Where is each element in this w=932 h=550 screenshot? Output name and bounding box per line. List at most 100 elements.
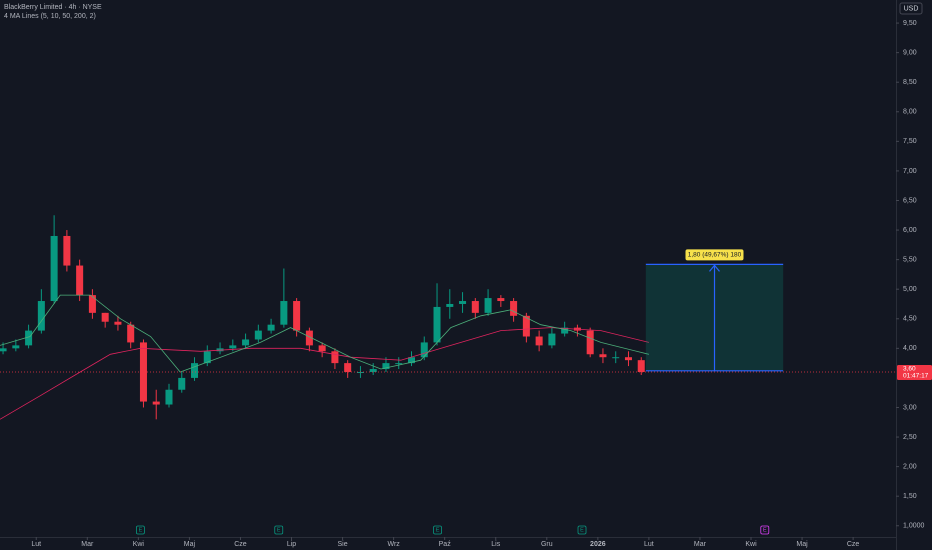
- candle-body: [407, 357, 416, 364]
- candle-body: [305, 330, 313, 346]
- candle-body: [612, 357, 620, 359]
- ma-line: [0, 294, 649, 373]
- y-tick-label: 1,0000: [903, 523, 925, 530]
- candle-body: [510, 301, 518, 316]
- candle-body: [203, 351, 211, 364]
- y-tick-label: 4,00: [903, 345, 917, 352]
- last-price-label: 3,60: [903, 366, 916, 373]
- earnings-label: E: [580, 528, 584, 534]
- y-tick-label: 6,00: [903, 227, 917, 234]
- candle-body: [395, 363, 403, 365]
- x-tick-label: Lis: [491, 541, 500, 548]
- candle-body: [459, 301, 467, 304]
- y-tick-label: 3,00: [903, 404, 917, 411]
- candle-body: [535, 336, 543, 346]
- last-price-box: [897, 364, 932, 380]
- candle-body: [522, 315, 530, 337]
- x-tick-label: Sie: [338, 541, 348, 548]
- earnings-marker[interactable]: [433, 525, 442, 535]
- candle-body: [114, 321, 122, 325]
- earnings-marker[interactable]: [274, 525, 284, 535]
- countdown-label: 01:47:17: [903, 373, 929, 380]
- candle-body: [76, 265, 84, 296]
- y-tick-label: 6,50: [903, 197, 917, 204]
- y-tick-label: 7,00: [903, 168, 917, 175]
- candle-body: [497, 298, 505, 302]
- position-arrow-head: [709, 264, 720, 272]
- candle-body: [599, 354, 607, 358]
- candle-body: [382, 363, 390, 370]
- earnings-marker[interactable]: [135, 525, 145, 535]
- candle-body: [446, 303, 454, 307]
- y-tick-label: 9,00: [903, 49, 917, 56]
- candle-body: [318, 345, 326, 352]
- candle-body: [586, 330, 594, 355]
- candle-body: [178, 377, 186, 390]
- candle-body: [637, 360, 645, 372]
- candle-body: [63, 235, 71, 266]
- candle-body: [165, 389, 173, 405]
- candle-body: [254, 330, 262, 340]
- currency-label: USD: [904, 5, 919, 12]
- candle-body: [267, 324, 275, 331]
- candle-body: [139, 342, 147, 402]
- earnings-label: E: [139, 528, 143, 534]
- indicator-label: 4 MA Lines (5, 10, 50, 200, 2): [4, 13, 96, 20]
- candle-body: [50, 235, 58, 302]
- candle-body: [484, 298, 492, 313]
- earnings-label: E: [436, 528, 440, 534]
- candle-body: [356, 371, 364, 373]
- candle-body: [293, 301, 301, 331]
- candle-body: [191, 363, 199, 378]
- x-tick-label: Lip: [287, 541, 296, 548]
- x-tick-label: Wrz: [387, 541, 400, 548]
- currency-box[interactable]: [899, 2, 923, 15]
- candle-body: [433, 306, 441, 343]
- candle-body: [127, 324, 135, 343]
- candle-body: [37, 301, 45, 331]
- candle-body: [25, 330, 33, 346]
- candle-body: [12, 345, 20, 349]
- plot: 1,80 (49,67%) 180: [0, 215, 784, 420]
- y-tick-label: 9,50: [903, 20, 917, 27]
- candle-body: [229, 345, 237, 349]
- candle-body: [152, 401, 160, 405]
- candle-body: [344, 363, 352, 372]
- position-label: 1,80 (49,67%) 180: [688, 252, 742, 259]
- candle-body: [331, 351, 339, 364]
- candle-body: [0, 348, 7, 352]
- y-tick-label: 2,00: [903, 463, 917, 470]
- candle-body: [561, 327, 569, 334]
- candle-body: [242, 339, 250, 346]
- earnings-marker[interactable]: [577, 525, 587, 535]
- candle-body: [369, 369, 377, 372]
- y-tick-label: 4,50: [903, 316, 917, 323]
- x-tick-label: Lut: [644, 541, 654, 548]
- candle-body: [280, 301, 288, 325]
- x-tick-label: Cze: [234, 541, 247, 548]
- x-tick-label: Maj: [184, 541, 196, 548]
- ma-line: [0, 327, 649, 420]
- y-tick-label: 5,50: [903, 256, 917, 263]
- y-tick-label: 8,00: [903, 109, 917, 116]
- x-tick-label: Lut: [31, 541, 41, 548]
- x-tick-label: Kwi: [133, 541, 145, 548]
- y-tick-label: 1,50: [903, 493, 917, 500]
- x-tick-label: Paź: [439, 541, 452, 548]
- candle-body: [624, 357, 632, 361]
- x-tick-label: Maj: [796, 541, 808, 548]
- y-tick-label: 8,50: [903, 79, 917, 86]
- candle-body: [101, 312, 109, 322]
- chart-title: BlackBerry Limited · 4h · NYSE: [4, 4, 102, 11]
- y-tick-label: 2,50: [903, 434, 917, 441]
- earnings-label: E: [763, 528, 767, 534]
- x-tick-label: Mar: [694, 541, 707, 548]
- x-tick-label: Gru: [541, 541, 553, 548]
- y-tick-label: 7,50: [903, 138, 917, 145]
- position-label-box: [685, 249, 744, 261]
- x-tick-label: Cze: [847, 541, 860, 548]
- candle-body: [471, 301, 479, 313]
- earnings-marker[interactable]: [760, 525, 770, 535]
